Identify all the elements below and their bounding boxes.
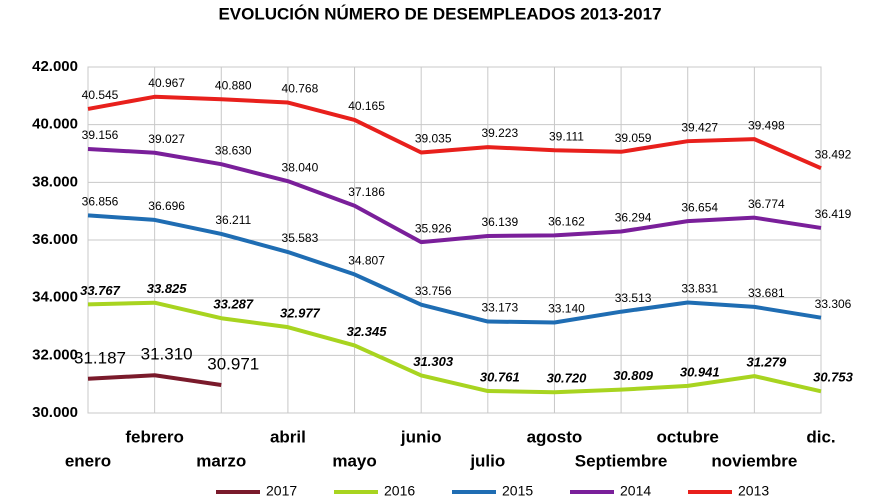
data-label: 33.306	[815, 297, 852, 311]
data-label: 35.926	[415, 221, 452, 235]
data-label: 31.303	[413, 354, 454, 369]
data-label: 35.583	[282, 231, 319, 245]
chart-title: EVOLUCIÓN NÚMERO DE DESEMPLEADOS 2013-20…	[218, 4, 661, 23]
data-label: 33.681	[748, 286, 785, 300]
x-tick-label: octubre	[657, 427, 719, 446]
data-label: 36.139	[481, 215, 518, 229]
data-label: 31.279	[746, 355, 787, 370]
data-label: 33.513	[615, 291, 652, 305]
data-label: 32.977	[280, 306, 321, 321]
data-label: 36.162	[548, 215, 585, 229]
data-label: 40.545	[82, 88, 119, 102]
data-label: 31.310	[141, 345, 193, 364]
y-tick-label: 32.000	[32, 346, 78, 363]
data-label: 39.223	[481, 126, 518, 140]
data-label: 38.630	[215, 143, 252, 157]
data-label: 39.156	[82, 128, 119, 142]
data-label: 37.186	[348, 185, 385, 199]
data-label: 33.831	[681, 282, 718, 296]
data-label: 33.756	[415, 284, 452, 298]
series-line	[87, 213, 822, 325]
y-tick-label: 38.000	[32, 173, 78, 190]
data-label: 39.027	[148, 132, 185, 146]
y-tick-label: 36.000	[32, 231, 78, 248]
data-label: 30.761	[480, 369, 520, 384]
data-label: 39.111	[549, 129, 584, 143]
data-label: 36.294	[615, 211, 652, 225]
data-label: 33.173	[481, 301, 518, 315]
data-label: 38.492	[815, 147, 852, 161]
data-label: 36.856	[82, 194, 119, 208]
data-label: 36.774	[748, 197, 785, 211]
x-tick-label: enero	[65, 451, 111, 470]
legend-label: 2015	[502, 483, 533, 499]
legend-label: 2014	[620, 483, 651, 499]
x-tick-label: noviembre	[711, 451, 797, 470]
data-label: 30.971	[207, 354, 259, 373]
x-tick-label: agosto	[527, 427, 583, 446]
y-tick-label: 42.000	[32, 58, 78, 75]
data-label: 32.345	[347, 324, 388, 339]
y-tick-label: 34.000	[32, 289, 78, 306]
data-label: 40.880	[215, 78, 252, 92]
x-tick-label: febrero	[125, 427, 184, 446]
data-label: 30.941	[680, 364, 720, 379]
x-tick-label: mayo	[332, 451, 376, 470]
data-label: 34.807	[348, 254, 385, 268]
series-line	[87, 373, 222, 387]
data-label: 39.059	[615, 131, 652, 145]
legend-label: 2016	[384, 483, 415, 499]
data-label: 40.967	[148, 76, 185, 90]
data-label: 39.427	[681, 120, 718, 134]
series-line	[87, 94, 822, 170]
data-label: 36.211	[215, 213, 251, 227]
x-tick-label: abril	[270, 427, 306, 446]
data-label: 30.809	[613, 368, 654, 383]
data-label: 40.768	[282, 82, 319, 96]
data-label: 33.287	[213, 297, 254, 312]
data-label: 36.419	[815, 207, 852, 221]
x-tick-label: dic.	[806, 427, 835, 446]
data-label: 40.165	[348, 99, 385, 113]
data-label: 33.767	[80, 283, 121, 298]
y-tick-label: 30.000	[32, 404, 78, 421]
data-label: 36.696	[148, 199, 185, 213]
data-label: 33.825	[147, 281, 188, 296]
series-line	[87, 300, 822, 395]
data-label: 31.187	[74, 348, 126, 367]
x-tick-label: marzo	[196, 451, 246, 470]
data-label: 33.140	[548, 302, 585, 316]
legend-label: 2017	[266, 483, 297, 499]
legend-label: 2013	[738, 483, 769, 499]
x-tick-label: Septiembre	[575, 451, 668, 470]
series-line	[87, 147, 822, 245]
data-label: 39.035	[415, 132, 452, 146]
data-label: 36.654	[681, 200, 718, 214]
data-label: 30.720	[547, 371, 588, 386]
x-tick-label: julio	[469, 451, 505, 470]
data-label: 39.498	[748, 118, 785, 132]
x-tick-label: junio	[400, 427, 442, 446]
plot-frame	[87, 66, 822, 414]
y-tick-label: 40.000	[32, 116, 78, 133]
data-label: 38.040	[282, 160, 319, 174]
data-label: 30.753	[813, 370, 854, 385]
